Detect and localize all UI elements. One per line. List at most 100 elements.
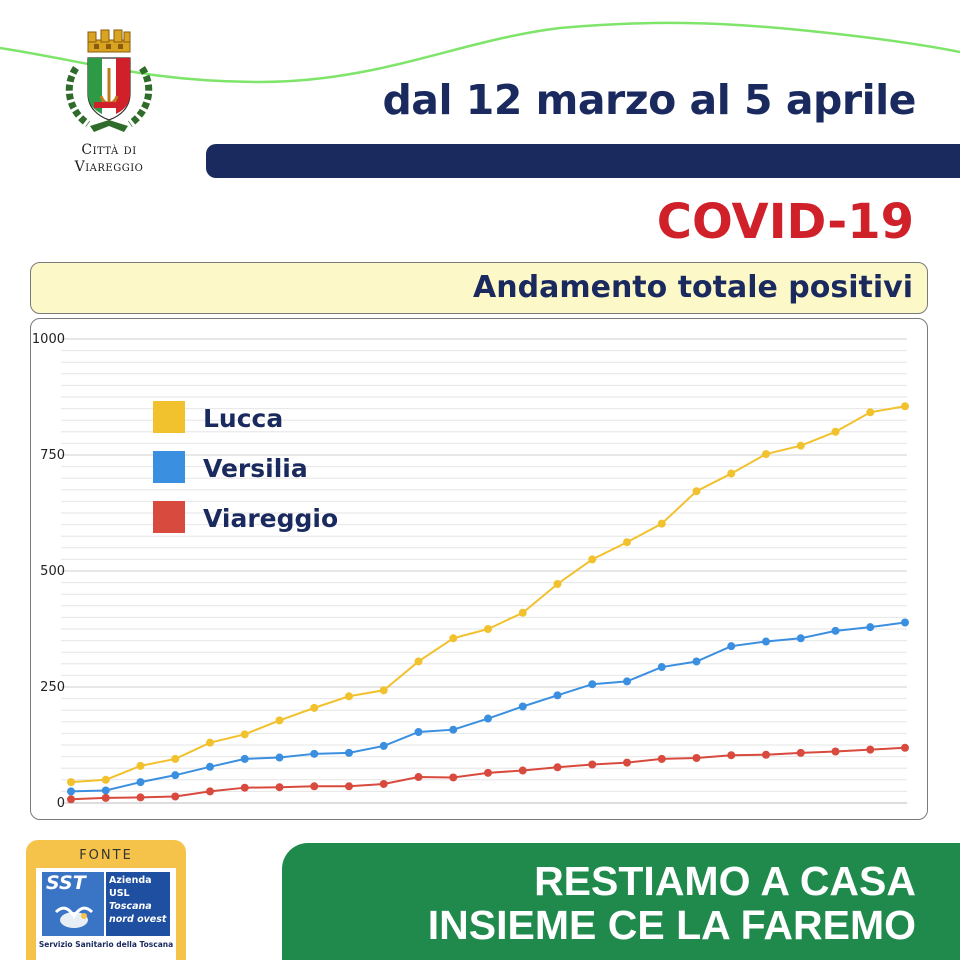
legend-label-versilia: Versilia (203, 454, 308, 483)
sst-logo: SST Azienda USL Toscana nord ovest Servi… (36, 868, 176, 960)
data-point-viareggio (171, 792, 180, 801)
laurel-wreath-icon (65, 66, 153, 127)
data-point-viareggio (727, 751, 736, 760)
subtitle-banner: Andamento totale positivi (30, 262, 928, 314)
slogan-line2: INSIEME CE LA FAREMO (427, 902, 916, 948)
shield-icon (87, 57, 131, 121)
data-point-versilia (901, 618, 909, 627)
data-point-lucca (518, 608, 527, 617)
series-line-versilia (70, 621, 906, 793)
sst-logo-right: Azienda USL Toscana nord ovest (106, 872, 170, 936)
data-point-lucca (692, 487, 701, 496)
data-point-lucca (414, 657, 423, 666)
data-point-viareggio (657, 754, 666, 763)
y-tick-label: 1000 (32, 332, 65, 347)
data-point-lucca (171, 754, 180, 763)
data-point-versilia (484, 714, 492, 723)
crown-icon (87, 29, 131, 53)
sst-line1: Azienda (109, 875, 152, 886)
data-point-versilia (623, 677, 631, 686)
data-point-viareggio (831, 747, 840, 756)
data-point-versilia (379, 741, 388, 750)
data-point-lucca (831, 427, 840, 436)
chart-panel: 0 250 500 750 1000 Lucca Versilia Viareggio (30, 318, 928, 820)
data-point-versilia (588, 680, 597, 689)
data-point-viareggio (449, 773, 458, 782)
top-wave-decoration (0, 21, 960, 84)
data-point-viareggio (553, 763, 562, 772)
data-point-versilia (866, 623, 875, 632)
data-point-lucca (240, 730, 249, 739)
data-point-versilia (831, 626, 840, 635)
data-point-lucca (345, 692, 353, 701)
data-point-lucca (623, 538, 631, 547)
city-name-line2: Viareggio (74, 159, 144, 175)
data-point-lucca (101, 775, 110, 784)
data-point-lucca (206, 738, 214, 747)
data-point-versilia (171, 771, 180, 780)
data-point-versilia (553, 691, 562, 700)
sst-logo-left: SST (42, 872, 104, 936)
sst-caption: Servizio Sanitario della Toscana (38, 940, 174, 949)
data-point-viareggio (345, 782, 353, 791)
data-point-lucca (275, 716, 284, 725)
slogan-line1: RESTIAMO A CASA (534, 858, 916, 904)
data-point-versilia (67, 787, 75, 796)
data-point-versilia (310, 749, 319, 758)
data-point-versilia (449, 725, 458, 734)
data-point-viareggio (901, 743, 909, 752)
data-point-versilia (345, 748, 353, 757)
line-chart: 0 250 500 750 1000 Lucca Versilia Viareggio (32, 332, 909, 811)
data-point-lucca (866, 408, 875, 417)
sst-line4: nord ovest (109, 914, 167, 925)
slogan-banner: RESTIAMO A CASA INSIEME CE LA FAREMO (282, 843, 960, 960)
y-tick-label: 500 (40, 564, 65, 579)
data-point-lucca (762, 450, 770, 459)
y-tick-label: 250 (40, 680, 65, 695)
data-point-viareggio (101, 793, 110, 802)
source-label: FONTE (79, 848, 133, 863)
data-point-lucca (553, 579, 562, 588)
data-point-viareggio (623, 758, 631, 767)
data-point-viareggio (762, 750, 770, 759)
data-point-versilia (518, 702, 527, 711)
data-point-lucca (901, 402, 909, 411)
data-point-versilia (136, 778, 145, 787)
data-point-lucca (796, 441, 805, 450)
data-point-viareggio (866, 745, 875, 754)
data-point-versilia (275, 753, 284, 762)
data-point-versilia (240, 754, 249, 763)
data-point-lucca (588, 555, 597, 564)
data-point-lucca (484, 625, 492, 633)
sst-line3: Toscana (109, 901, 152, 912)
legend-label-lucca: Lucca (203, 404, 283, 433)
data-point-versilia (796, 634, 805, 643)
data-point-versilia (657, 663, 666, 672)
data-point-viareggio (414, 773, 423, 782)
data-point-lucca (67, 778, 75, 787)
data-point-viareggio (275, 783, 284, 792)
data-point-viareggio (484, 768, 492, 777)
data-point-lucca (727, 469, 736, 478)
ribbon-icon (90, 120, 128, 132)
legend-label-viareggio: Viareggio (203, 504, 338, 533)
sst-line2: USL (109, 888, 130, 899)
data-point-viareggio (692, 753, 701, 762)
data-point-viareggio (240, 783, 249, 792)
data-point-viareggio (206, 787, 214, 796)
data-point-viareggio (310, 782, 319, 791)
data-point-viareggio (796, 748, 805, 757)
data-point-lucca (379, 686, 388, 695)
city-name-line1: Città di (81, 142, 137, 158)
source-panel: FONTE SST Azienda USL Toscana nord ovest… (26, 840, 186, 960)
sst-abbr: SST (46, 872, 86, 894)
data-point-lucca (657, 519, 666, 528)
seagull-icon (54, 906, 94, 928)
legend-swatch-viareggio (153, 501, 185, 533)
data-point-versilia (692, 657, 701, 666)
data-point-viareggio (518, 766, 527, 775)
header-bar (206, 144, 960, 178)
data-point-viareggio (588, 760, 597, 769)
data-point-versilia (101, 786, 110, 795)
legend-swatch-versilia (153, 451, 185, 483)
